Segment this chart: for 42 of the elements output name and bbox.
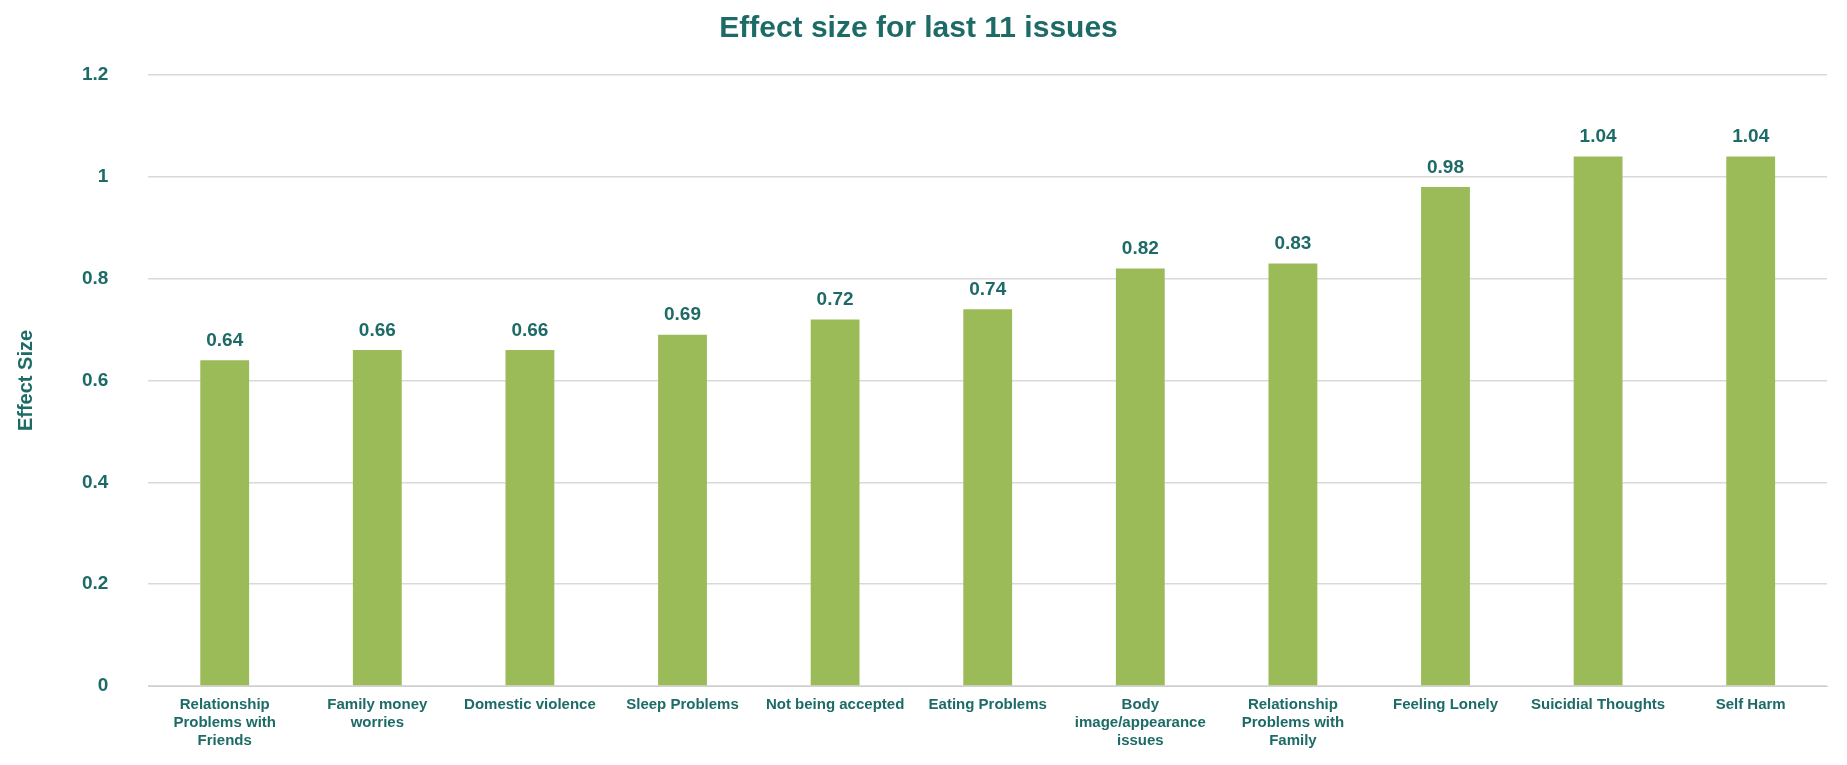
- bar: [658, 334, 707, 686]
- data-label: 0.98: [1427, 155, 1464, 177]
- bar: [352, 349, 402, 686]
- x-tick-label: Relationship Problems with Friends: [173, 695, 276, 749]
- bar: [200, 360, 250, 686]
- bar: [505, 349, 555, 686]
- data-label: 0.74: [969, 277, 1007, 299]
- data-label: 0.82: [1121, 237, 1159, 259]
- x-tick-label: Self Harm: [1715, 695, 1786, 713]
- bar: [1573, 156, 1623, 686]
- x-tick-label: Sleep Problems: [626, 695, 739, 713]
- x-tick-label: Eating Problems: [928, 695, 1047, 713]
- y-tick-label: 0.6: [81, 368, 109, 390]
- bar: [810, 319, 860, 686]
- x-tick-label: Suicidial Thoughts: [1531, 695, 1666, 713]
- y-tick-label: 0.4: [81, 470, 109, 492]
- x-tick-label: Family money worries: [327, 695, 428, 731]
- bar: [1421, 187, 1470, 686]
- data-label: 0.64: [206, 328, 244, 350]
- x-tick-label: Not being accepted: [765, 695, 905, 713]
- x-tick-label: Relationship Problems with Family: [1241, 695, 1345, 749]
- y-tick-label: 0.2: [81, 572, 109, 594]
- data-label: 0.66: [511, 318, 549, 340]
- chart-title: Effect size for last 11 issues: [719, 10, 1118, 44]
- bar: [1268, 263, 1318, 686]
- y-tick-label: 1: [97, 165, 109, 187]
- bar: [963, 309, 1013, 686]
- x-tick-label: Domestic violence: [464, 695, 596, 713]
- data-label: 0.69: [664, 303, 701, 325]
- data-label: 0.66: [358, 318, 396, 340]
- bar: [1115, 268, 1165, 686]
- y-tick-label: 0: [97, 674, 109, 696]
- data-label: 1.04: [1579, 125, 1618, 147]
- y-tick-label: 1.2: [81, 63, 109, 85]
- data-label: 0.72: [816, 288, 854, 310]
- data-label: 1.04: [1732, 125, 1770, 147]
- data-label: 0.83: [1274, 232, 1312, 254]
- x-tick-label: Body image/appearance issues: [1074, 695, 1206, 749]
- y-axis-title: Effect Size: [13, 329, 36, 432]
- y-tick-label: 0.8: [81, 266, 109, 288]
- x-tick-label: Feeling Lonely: [1392, 695, 1499, 713]
- bar: [1726, 156, 1776, 686]
